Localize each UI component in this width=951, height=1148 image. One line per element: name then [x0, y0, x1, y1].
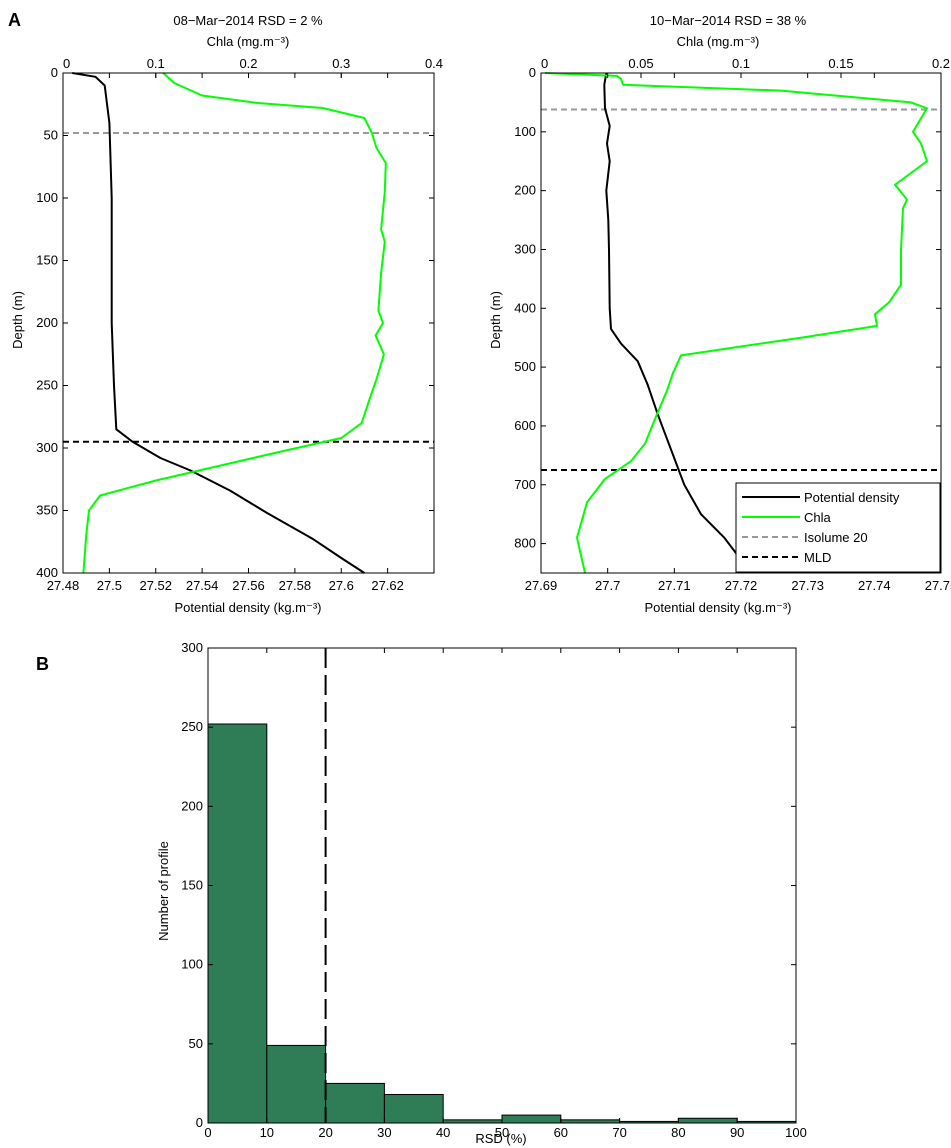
legend-label-mld: MLD	[804, 550, 831, 565]
density-line	[72, 72, 365, 574]
x-tick-label: 27.62	[371, 578, 404, 593]
chart-a-right: 10−Mar−2014 RSD = 38 % Chla (mg.m⁻³) Pot…	[488, 13, 951, 615]
x-tick-label: 27.7	[595, 578, 620, 593]
y-tick-label: 300	[36, 440, 58, 455]
x-tick-label: 27.73	[791, 578, 824, 593]
chart-b-histogram: RSD (%) Number of profile 0 10 20 30 40 50 60 7…	[156, 640, 807, 1146]
density-line	[603, 72, 742, 574]
x-tick-label: 40	[436, 1125, 450, 1140]
y-tick-label: 0	[196, 1115, 203, 1130]
panel-label-b: B	[36, 654, 49, 674]
x-tick-label: 27.58	[279, 578, 312, 593]
chart-a-right-x-axis-label: Potential density (kg.m⁻³)	[644, 600, 791, 615]
chart-a-left-y-axis-label: Depth (m)	[10, 291, 25, 349]
chart-b-plot: 0 10 20 30 40 50 60 70 80 90 100 0 50 100 150 200 250 300	[181, 640, 807, 1140]
chart-a-right-y-axis-label: Depth (m)	[488, 291, 503, 349]
histogram-bar	[383, 1094, 444, 1124]
chla-line	[544, 72, 928, 574]
x-tick-label: 27.5	[97, 578, 122, 593]
chart-a-left-axes-box	[62, 72, 435, 574]
y-tick-label: 50	[189, 1036, 203, 1051]
x-tick-label: 27.56	[232, 578, 265, 593]
x-tick-label: 27.54	[186, 578, 219, 593]
y-tick-label: 600	[514, 418, 536, 433]
y-tick-label: 100	[36, 190, 58, 205]
y-tick-label: 200	[514, 183, 536, 198]
x-tick-label: 27.74	[858, 578, 891, 593]
chart-a-left-plot: 27.48 27.5 27.52 27.54 27.56 27.58 27.6 27.620 0…	[36, 56, 443, 593]
y-tick-label: 50	[44, 128, 58, 143]
legend-label-density: Potential density	[804, 490, 900, 505]
y-tick-label: 400	[36, 565, 58, 580]
chart-b-axes-box	[207, 647, 797, 1124]
histogram-bar	[677, 1117, 738, 1124]
x-tick-label: 27.75	[925, 578, 951, 593]
x-tick-label: 0	[204, 1125, 211, 1140]
y-tick-label: 100	[514, 124, 536, 139]
chart-a-left-x-axis-label: Potential density (kg.m⁻³)	[174, 600, 321, 615]
x2-tick-label: 0.1	[147, 56, 165, 71]
chla-line	[82, 72, 387, 574]
y-tick-label: 250	[181, 719, 203, 734]
x-tick-label: 10	[260, 1125, 274, 1140]
y-tick-label: 250	[36, 378, 58, 393]
x2-tick-label: 0.15	[828, 56, 853, 71]
x-tick-label: 27.52	[139, 578, 172, 593]
chart-b-y-axis-label: Number of profile	[156, 841, 171, 941]
y-tick-label: 200	[181, 798, 203, 813]
y-tick-label: 200	[36, 315, 58, 330]
y-tick-label: 300	[181, 640, 203, 655]
y-tick-label: 400	[514, 300, 536, 315]
histogram-bar	[501, 1114, 562, 1124]
x2-tick-label: 0.3	[332, 56, 350, 71]
y-tick-label: 700	[514, 477, 536, 492]
chart-a-left-top-axis-label: Chla (mg.m⁻³)	[207, 34, 290, 49]
y-tick-label: 150	[181, 878, 203, 893]
chart-b-x-axis-label: RSD (%)	[475, 1131, 526, 1146]
x-tick-label: 30	[377, 1125, 391, 1140]
x-tick-label: 20	[318, 1125, 332, 1140]
histogram-bar	[207, 723, 268, 1124]
y-tick-label: 350	[36, 503, 58, 518]
y-tick-label: 500	[514, 359, 536, 374]
y-tick-label: 800	[514, 536, 536, 551]
histogram-bar	[325, 1082, 385, 1124]
x2-tick-label: 0.4	[425, 56, 443, 71]
x2-tick-label: 0.2	[932, 56, 950, 71]
y-tick-label: 0	[51, 65, 58, 80]
y-tick-label: 150	[36, 253, 58, 268]
x2-tick-label: 0	[541, 56, 548, 71]
x-tick-label: 100	[785, 1125, 807, 1140]
x-tick-label: 27.71	[658, 578, 691, 593]
chart-a-right-top-axis-label: Chla (mg.m⁻³)	[677, 34, 760, 49]
x2-tick-label: 0	[63, 56, 70, 71]
panel-label-a: A	[8, 10, 21, 30]
legend-label-isolume: Isolume 20	[804, 530, 868, 545]
x2-tick-label: 0.1	[732, 56, 750, 71]
x2-tick-label: 0.2	[239, 56, 257, 71]
x-tick-label: 27.48	[47, 578, 80, 593]
y-tick-label: 0	[529, 65, 536, 80]
x-tick-label: 27.6	[329, 578, 354, 593]
x2-tick-label: 0.05	[628, 56, 653, 71]
histogram-bar	[266, 1044, 327, 1124]
chart-a-left: 08−Mar−2014 RSD = 2 % Chla (mg.m⁻³) Pote…	[10, 13, 443, 615]
y-tick-label: 100	[181, 957, 203, 972]
x-tick-label: 50	[495, 1125, 509, 1140]
y-tick-label: 300	[514, 241, 536, 256]
x-tick-label: 27.72	[725, 578, 758, 593]
x-tick-label: 27.69	[525, 578, 558, 593]
legend-label-chla: Chla	[804, 510, 832, 525]
chart-a-right-axes-box	[540, 72, 942, 574]
x-tick-label: 80	[671, 1125, 685, 1140]
chart-a-right-title: 10−Mar−2014 RSD = 38 %	[650, 13, 807, 28]
chart-a-left-title: 08−Mar−2014 RSD = 2 %	[173, 13, 323, 28]
legend: Potential density Chla Isolume 20 MLD	[735, 482, 941, 573]
x-tick-label: 60	[554, 1125, 568, 1140]
x-tick-label: 70	[612, 1125, 626, 1140]
x-tick-label: 90	[730, 1125, 744, 1140]
chart-a-right-plot: 27.69 27.7 27.71 27.72 27.73 27.74 27.75 0 0.05 0…	[514, 56, 951, 593]
